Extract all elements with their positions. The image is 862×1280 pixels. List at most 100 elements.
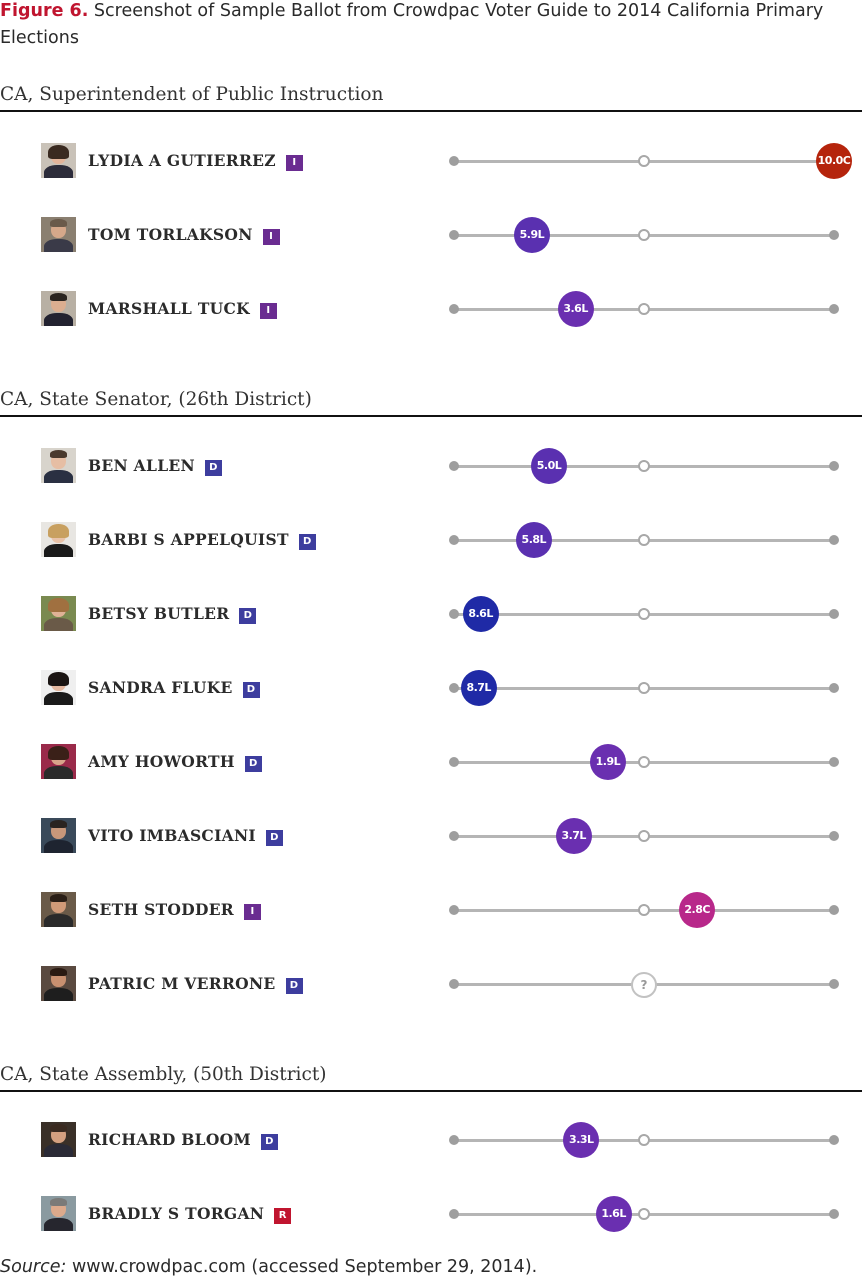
- scale-left-end: [449, 979, 459, 989]
- candidate-photo[interactable]: [41, 596, 76, 631]
- score-bubble[interactable]: 1.6L: [595, 1196, 632, 1232]
- candidate-row-bradly-s-torgan[interactable]: BRADLY S TORGAN R 1.6L: [0, 1194, 862, 1234]
- candidate-photo[interactable]: [41, 892, 76, 927]
- candidate-photo[interactable]: [41, 217, 76, 252]
- candidate-row-lydia-a-gutierrez[interactable]: LYDIA A GUTIERREZ I 10.0C: [0, 141, 862, 181]
- candidate-name[interactable]: MARSHALL TUCK I: [88, 299, 277, 319]
- candidate-row-ben-allen[interactable]: BEN ALLEN D 5.0L: [0, 446, 862, 486]
- candidate-name-text[interactable]: SANDRA FLUKE: [88, 678, 233, 697]
- candidate-name[interactable]: LYDIA A GUTIERREZ I: [88, 151, 303, 171]
- figure-caption: Figure 6. Screenshot of Sample Ballot fr…: [0, 0, 855, 52]
- candidate-name-text[interactable]: BARBI S APPELQUIST: [88, 530, 289, 549]
- candidate-name-text[interactable]: BEN ALLEN: [88, 456, 195, 475]
- score-unknown-bubble[interactable]: ?: [631, 972, 657, 998]
- candidate-name[interactable]: PATRIC M VERRONE D: [88, 974, 303, 994]
- figure-caption-text: Screenshot of Sample Ballot from Crowdpa…: [0, 1, 824, 48]
- scale-right-end: [829, 757, 839, 767]
- candidate-name-text[interactable]: BRADLY S TORGAN: [88, 1204, 265, 1223]
- candidate-photo[interactable]: [41, 522, 76, 557]
- figure-label: Figure 6.: [0, 1, 89, 21]
- race-title: CA, State Senator, (26th District): [0, 389, 312, 410]
- candidate-photo[interactable]: [41, 818, 76, 853]
- candidate-photo[interactable]: [41, 291, 76, 326]
- candidate-row-sandra-fluke[interactable]: SANDRA FLUKE D 8.7L: [0, 668, 862, 708]
- candidate-name-text[interactable]: LYDIA A GUTIERREZ: [88, 151, 276, 170]
- scale-left-end: [449, 757, 459, 767]
- candidate-name-text[interactable]: AMY HOWORTH: [88, 752, 235, 771]
- scale-center-marker: [638, 460, 650, 472]
- candidate-name-text[interactable]: BETSY BUTLER: [88, 604, 230, 623]
- score-bubble[interactable]: 8.7L: [460, 670, 497, 706]
- score-bubble[interactable]: 5.8L: [515, 522, 552, 558]
- candidate-row-barbi-s-appelquist[interactable]: BARBI S APPELQUIST D 5.8L: [0, 520, 862, 560]
- candidate-name[interactable]: SANDRA FLUKE D: [88, 678, 260, 698]
- score-bubble[interactable]: 8.6L: [462, 596, 499, 632]
- party-badge: D: [298, 534, 316, 550]
- candidate-row-patric-m-verrone[interactable]: PATRIC M VERRONE D?: [0, 964, 862, 1004]
- candidate-name[interactable]: AMY HOWORTH D: [88, 752, 262, 772]
- candidate-name-text[interactable]: PATRIC M VERRONE: [88, 974, 276, 993]
- party-badge: D: [265, 830, 283, 846]
- candidate-name[interactable]: BETSY BUTLER D: [88, 604, 257, 624]
- scale-left-end: [449, 461, 459, 471]
- candidate-photo[interactable]: [41, 143, 76, 178]
- candidate-row-vito-imbasciani[interactable]: VITO IMBASCIANI D 3.7L: [0, 816, 862, 856]
- party-badge: D: [244, 756, 262, 772]
- score-bubble[interactable]: 3.7L: [555, 818, 592, 854]
- score-bubble[interactable]: 3.6L: [557, 291, 594, 327]
- race-divider: [0, 110, 862, 112]
- scale-right-end: [829, 1209, 839, 1219]
- scale-left-end: [449, 304, 459, 314]
- scale-center-marker: [638, 1208, 650, 1220]
- candidate-photo[interactable]: [41, 1122, 76, 1157]
- scale-right-end: [829, 979, 839, 989]
- scale-center-marker: [638, 155, 650, 167]
- party-badge: D: [285, 978, 303, 994]
- candidate-photo[interactable]: [41, 966, 76, 1001]
- candidate-photo[interactable]: [41, 448, 76, 483]
- scale-center-marker: [638, 830, 650, 842]
- candidate-name-text[interactable]: SETH STODDER: [88, 900, 234, 919]
- score-bubble[interactable]: 1.9L: [589, 744, 626, 780]
- candidate-row-richard-bloom[interactable]: RICHARD BLOOM D 3.3L: [0, 1120, 862, 1160]
- candidate-name[interactable]: VITO IMBASCIANI D: [88, 826, 283, 846]
- scale-center-marker: [638, 682, 650, 694]
- scale-right-end: [829, 535, 839, 545]
- candidate-row-marshall-tuck[interactable]: MARSHALL TUCK I 3.6L: [0, 289, 862, 329]
- scale-left-end: [449, 1209, 459, 1219]
- scale-right-end: [829, 230, 839, 240]
- candidate-row-amy-howorth[interactable]: AMY HOWORTH D 1.9L: [0, 742, 862, 782]
- score-bubble[interactable]: 3.3L: [563, 1122, 600, 1158]
- candidate-photo[interactable]: [41, 1196, 76, 1231]
- score-bubble[interactable]: 5.9L: [513, 217, 550, 253]
- candidate-photo[interactable]: [41, 670, 76, 705]
- race-title: CA, Superintendent of Public Instruction: [0, 84, 384, 105]
- score-bubble[interactable]: 5.0L: [531, 448, 567, 484]
- scale-left-end: [449, 156, 459, 166]
- candidate-name[interactable]: BARBI S APPELQUIST D: [88, 530, 316, 550]
- candidate-name[interactable]: TOM TORLAKSON I: [88, 225, 280, 245]
- scale-left-end: [449, 230, 459, 240]
- candidate-name[interactable]: BEN ALLEN D: [88, 456, 222, 476]
- candidate-name[interactable]: BRADLY S TORGAN R: [88, 1204, 292, 1224]
- scale-left-end: [449, 609, 459, 619]
- score-bubble[interactable]: 10.0C: [816, 143, 852, 179]
- candidate-photo[interactable]: [41, 744, 76, 779]
- race-title: CA, State Assembly, (50th District): [0, 1064, 327, 1085]
- candidate-row-tom-torlakson[interactable]: TOM TORLAKSON I 5.9L: [0, 215, 862, 255]
- scale-right-end: [829, 683, 839, 693]
- scale-right-end: [829, 831, 839, 841]
- candidate-name-text[interactable]: MARSHALL TUCK: [88, 299, 250, 318]
- scale-center-marker: [638, 229, 650, 241]
- candidate-name-text[interactable]: RICHARD BLOOM: [88, 1130, 251, 1149]
- scale-right-end: [829, 1135, 839, 1145]
- candidate-row-betsy-butler[interactable]: BETSY BUTLER D 8.6L: [0, 594, 862, 634]
- score-bubble[interactable]: 2.8C: [679, 892, 716, 928]
- candidate-name[interactable]: SETH STODDER I: [88, 900, 261, 920]
- scale-center-marker: [638, 534, 650, 546]
- candidate-name[interactable]: RICHARD BLOOM D: [88, 1130, 278, 1150]
- candidate-name-text[interactable]: TOM TORLAKSON: [88, 225, 253, 244]
- candidate-row-seth-stodder[interactable]: SETH STODDER I 2.8C: [0, 890, 862, 930]
- scale-left-end: [449, 683, 459, 693]
- candidate-name-text[interactable]: VITO IMBASCIANI: [88, 826, 256, 845]
